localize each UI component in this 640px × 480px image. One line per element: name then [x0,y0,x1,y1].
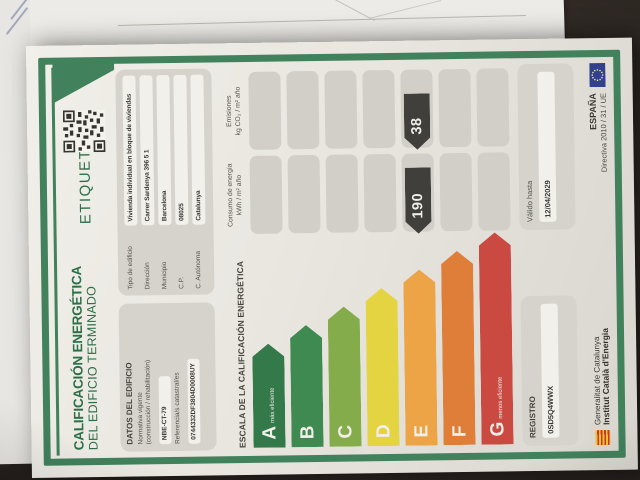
building-row-label: Tipo de edificio [127,246,135,290]
rating-letter: A [258,425,280,440]
rating-letter: C [334,424,356,439]
emissions-header-line2: kg CO₂ / m² año [234,86,243,136]
qr-code [62,109,106,153]
building-row-value: Catalunya [190,74,206,225]
emissions-cell [362,69,396,149]
certificate-footer: Generalitat de Catalunya Institut Català… [585,62,613,446]
building-row-label: Municipio [161,261,169,290]
scale-row: D [359,66,402,448]
building-row-value: Carrer Sardenya 396 5 1 [139,75,155,226]
building-info-box: Tipo de edificio Vivienda individual en b… [115,68,215,296]
consumption-cell [439,152,473,232]
building-row-label: C. Autónoma [195,251,203,289]
rating-arrow: D [365,288,399,446]
emissions-cell [476,68,510,147]
scale-row: E 190 38 [397,65,440,447]
catastral-value: 0744332DF3804D0008UY [187,359,201,444]
normativa-sublabel: (construcción / rehabilitación) [144,359,153,445]
consumption-cell [477,152,511,231]
rating-arrow: C [328,306,362,446]
datos-heading: DATOS DEL EDIFICIO [124,362,135,445]
rating-arrow: F [441,251,476,445]
registro-value: 0SD5Q4WWX [540,303,560,438]
energy-certificate: CALIFICACIÓN ENERGÉTICA DEL EDIFICIO TER… [25,37,638,479]
rating-suffix: más eficiente [269,387,277,423]
scale-heading: ESCALA DE LA CALIFICACIÓN ENERGÉTICA [234,260,248,449]
emissions-header: Emisiones kg CO₂ / m² año [226,72,245,150]
directive-label: Directiva 2010 / 31 / UE [598,92,609,173]
certificate-border: CALIFICACIÓN ENERGÉTICA DEL EDIFICIO TER… [38,49,626,466]
registro-label: REGISTRO [527,396,538,439]
info-boxes-row: DATOS DEL EDIFICIO Normativa vigente (co… [115,68,217,452]
building-row-label: C.P. [178,277,186,289]
catastral-label: Referencia/s catastral/es [173,372,182,445]
consumption-cell [325,154,359,233]
rating-letter: G [486,421,508,437]
issuer-logo-block: Generalitat de Catalunya Institut Català… [592,327,613,446]
valid-until-box: Válido hasta 12/04/2029 [517,63,576,231]
normativa-value: NBE-CT-79 [158,376,172,445]
rating-letter: F [448,425,470,438]
rating-letter: E [410,424,432,438]
scale-row: B [283,67,326,449]
rating-suffix: menos eficiente [497,376,505,419]
consumption-header: Consumo de energía kWh / m² año [227,156,246,234]
building-row-value: Vivienda individual en bloque de viviend… [122,75,138,226]
consumption-value: 190 [410,192,427,219]
eu-flag-icon [589,62,606,88]
generalitat-logo-icon [594,429,611,446]
consumption-cell [287,154,321,234]
building-row-value: Barcelona [156,75,172,226]
scale-row: C [321,66,364,448]
rating-letter: B [296,425,318,440]
eu-block: ESPAÑA Directiva 2010 / 31 / UE [587,62,609,173]
building-row-label: Dirección [144,262,152,290]
consumption-header-line2: kWh / m² año [235,174,244,216]
bottom-boxes-row: REGISTRO 0SD5Q4WWX Válido hasta 12/04/20… [517,63,579,447]
building-data-box: DATOS DEL EDIFICIO Normativa vigente (co… [118,302,217,452]
certificate-header: CALIFICACIÓN ENERGÉTICA DEL EDIFICIO TER… [57,70,116,453]
consumption-cell [249,155,283,234]
valid-until-value: 12/04/2029 [537,71,557,222]
emissions-cell [438,68,472,148]
consumption-value-marker: 190 [405,167,432,233]
consumption-cell [363,153,397,233]
rating-arrow: E [403,269,437,445]
scale-row: F [435,65,478,447]
building-row-value: 08025 [173,74,189,225]
valid-until-label: Válido hasta [524,180,535,223]
issuer-line2: Institut Català d'Energia [599,327,612,426]
emissions-cell [324,70,358,149]
emissions-cell [248,71,282,150]
registro-box: REGISTRO 0SD5Q4WWX [520,295,579,447]
emissions-cell [286,70,320,150]
building-row: C. Autónoma Catalunya [188,74,208,289]
rating-letter: D [372,424,394,439]
rating-arrow: B [290,325,324,447]
